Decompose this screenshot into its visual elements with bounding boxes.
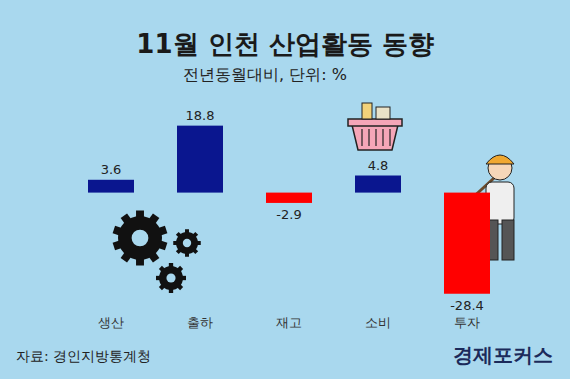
source: 자료: 경인지방통계청 [16,348,151,364]
data-label: -28.4 [450,298,484,313]
data-label: -2.9 [276,207,301,222]
bars [88,126,490,294]
data-label: 3.6 [101,162,122,177]
category-label: 출하 [187,315,213,330]
worker-helmet [486,155,514,164]
gear-icon [113,211,168,266]
basket-line [368,129,369,146]
gear-body [118,216,162,260]
basket-body [352,125,398,150]
data-label: 4.8 [368,158,389,173]
basket-line [382,129,383,146]
bar [177,126,223,193]
category-label: 소비 [365,315,391,330]
basket-line [375,129,376,146]
bar [444,193,490,294]
gear-icon [173,229,201,257]
category-label: 재고 [276,315,302,330]
gear-hole [166,273,175,282]
brand: 경제포커스 [453,343,553,367]
basket-line [361,129,362,146]
gear-body [176,232,198,254]
gear-body [159,266,183,290]
chart: 3.6 18.8 -2.9 4.8 -28.4 생산 출하 재고 소비 투자 11월 인천 산업활동… [0,0,570,379]
data-label: 18.8 [186,108,215,123]
basket-icon [348,103,402,150]
bar [266,193,312,203]
basket-item [362,103,372,119]
worker-body [486,182,514,224]
category-label: 생산 [98,315,124,330]
background [0,0,570,379]
subtitle: 전년동월대비, 단위: % [183,65,347,84]
gear-icon [156,263,186,293]
decorations [113,103,514,293]
title: 11월 인천 산업활동 동향 [136,29,433,59]
basket-rim [348,119,402,126]
gear-hole [183,239,191,247]
bar [88,180,134,193]
category-label: 투자 [454,315,480,330]
basket-line [389,129,390,146]
bar [355,176,401,193]
gear-hole [132,230,149,247]
basket-item [376,107,390,119]
worker-leg [502,220,514,260]
